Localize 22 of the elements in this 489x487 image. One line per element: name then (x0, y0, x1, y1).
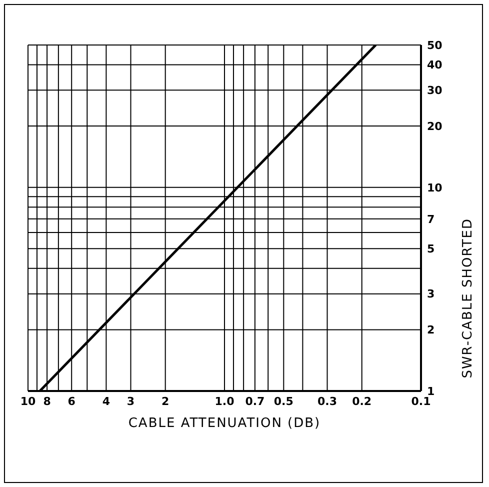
y-tick-label: 30 (427, 84, 443, 98)
x-tick-label: 8 (43, 394, 51, 408)
x-tick-label: 0.2 (352, 394, 372, 408)
y-tick-label: 50 (427, 38, 443, 52)
x-tick-label: 3 (126, 394, 135, 408)
x-tick-label: 0.5 (274, 394, 294, 408)
x-tick-label: 4 (102, 394, 110, 408)
x-tick-label: 1.0 (214, 394, 235, 408)
x-tick-label: 0.7 (245, 394, 265, 408)
y-tick-label: 10 (427, 181, 443, 194)
x-tick-label: 6 (68, 394, 76, 408)
x-tick-label: 2 (162, 394, 170, 408)
y-tick-label: 5 (427, 242, 435, 256)
y-tick-label: 40 (427, 58, 443, 72)
y-tick-label: 3 (427, 288, 435, 301)
y-axis-title: SWR-CABLE SHORTED (460, 218, 476, 378)
x-tick-label: 0.3 (317, 394, 337, 408)
y-tick-label: 7 (427, 212, 435, 226)
x-axis-title: CABLE ATTENUATION (DB) (128, 416, 321, 431)
y-tick-label: 2 (427, 324, 435, 337)
x-tick-label: 10 (20, 394, 36, 408)
y-tick-label: 20 (427, 120, 443, 133)
